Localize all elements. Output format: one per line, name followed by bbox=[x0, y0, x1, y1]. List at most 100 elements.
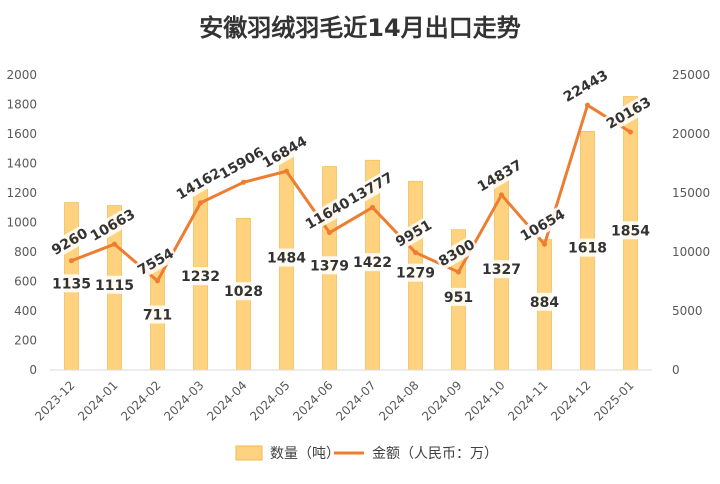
bar-label-bg bbox=[222, 282, 265, 301]
x-tick-label: 2024-09 bbox=[419, 378, 464, 423]
bar-label-bg bbox=[50, 274, 93, 293]
line-point bbox=[499, 192, 504, 198]
left-y-tick-label: 400 bbox=[14, 304, 37, 318]
x-tick-label: 2024-02 bbox=[118, 378, 163, 423]
x-tick-label: 2024-07 bbox=[333, 378, 378, 423]
right-y-tick-label: 25000 bbox=[672, 68, 710, 82]
chart-title: 安徽羽绒羽毛近14月出口走势 bbox=[199, 14, 520, 42]
bar-data-label: 1484 bbox=[267, 251, 306, 267]
x-tick-label: 2024-08 bbox=[376, 378, 421, 423]
line-point bbox=[284, 168, 289, 174]
line-point bbox=[370, 204, 375, 210]
line-label-bg bbox=[47, 223, 93, 260]
right-y-tick-label: 15000 bbox=[672, 186, 710, 200]
bar-label-bg bbox=[351, 253, 394, 272]
bar-data-label: 711 bbox=[143, 308, 172, 324]
line-data-label: 22443 bbox=[561, 67, 611, 105]
bar-label-bg bbox=[480, 260, 523, 279]
legend-label-quantity: 数量（吨） bbox=[270, 446, 340, 462]
line-label-bg bbox=[602, 92, 656, 134]
left-y-axis: 0 200 400 600 800 1000 1200 1400 1600 1800 2000 bbox=[6, 68, 37, 377]
line-point bbox=[585, 102, 590, 108]
bar-data-label: 1135 bbox=[52, 276, 91, 292]
left-y-tick-label: 1000 bbox=[6, 216, 37, 230]
left-y-tick-label: 0 bbox=[29, 363, 37, 377]
line-label-bg bbox=[434, 235, 480, 271]
line-label-bg bbox=[258, 132, 312, 173]
line-data-label: 10654 bbox=[518, 206, 568, 244]
right-y-tick-label: 10000 bbox=[672, 245, 710, 259]
bar-data-label: 884 bbox=[530, 295, 559, 311]
left-y-tick-label: 600 bbox=[14, 275, 37, 289]
x-tick-label: 2024-05 bbox=[247, 378, 292, 423]
bar-data-label: 1854 bbox=[611, 223, 650, 239]
line-point bbox=[327, 230, 332, 236]
left-y-tick-label: 2000 bbox=[6, 68, 37, 82]
quantity-bars bbox=[64, 96, 638, 371]
line-label-bg bbox=[301, 193, 355, 234]
bar-label-bg bbox=[394, 263, 437, 282]
right-y-tick-label: 20000 bbox=[672, 127, 710, 141]
bar-data-label: 1232 bbox=[181, 269, 220, 285]
left-y-tick-label: 1400 bbox=[6, 157, 37, 171]
x-tick-label: 2024-06 bbox=[290, 378, 335, 423]
x-tick-label: 2024-11 bbox=[505, 378, 550, 423]
x-tick-label: 2024-03 bbox=[161, 378, 206, 423]
bar-label-bg bbox=[609, 221, 652, 240]
left-y-tick-label: 800 bbox=[14, 245, 37, 259]
left-y-tick-label: 1200 bbox=[6, 186, 37, 200]
bar-data-label: 1618 bbox=[568, 241, 607, 257]
line-point bbox=[69, 258, 74, 264]
bar-label-bg bbox=[141, 305, 174, 324]
line-label-bg bbox=[215, 143, 269, 184]
x-tick-label: 2023-12 bbox=[32, 378, 77, 423]
x-tick-label: 2024-12 bbox=[548, 378, 593, 423]
line-label-group: 22443 bbox=[559, 66, 613, 107]
bar-label-bg bbox=[528, 292, 561, 311]
x-tick-label: 2024-10 bbox=[462, 378, 507, 423]
line-label-bg bbox=[172, 163, 226, 204]
line-point bbox=[542, 241, 547, 247]
bar-label-bg bbox=[265, 248, 308, 267]
x-tick-label: 2025-01 bbox=[591, 378, 636, 423]
right-y-tick-label: 5000 bbox=[672, 304, 703, 318]
line-point bbox=[198, 200, 203, 206]
line-label-bg bbox=[473, 155, 527, 197]
legend-bar-swatch bbox=[235, 445, 263, 461]
bar-label-bg bbox=[442, 287, 475, 306]
left-y-tick-label: 200 bbox=[14, 334, 37, 348]
left-y-tick-label: 1800 bbox=[6, 98, 37, 112]
right-y-tick-label: 0 bbox=[672, 363, 680, 377]
line-label-bg bbox=[133, 243, 179, 280]
bar-data-label: 1115 bbox=[95, 278, 134, 294]
line-label-bg bbox=[344, 168, 398, 209]
line-point bbox=[628, 129, 633, 135]
line-label-bg bbox=[391, 215, 437, 252]
right-y-axis: 0 5000 10000 15000 20000 25000 bbox=[672, 68, 710, 377]
line-label-bg bbox=[86, 205, 140, 246]
x-tick-label: 2024-04 bbox=[204, 378, 249, 423]
legend: 数量（吨） 金额（人民币：万） bbox=[235, 445, 498, 462]
line-point bbox=[155, 278, 160, 284]
bar-data-label: 1028 bbox=[224, 284, 263, 300]
x-axis: 2023-122024-012024-022024-032024-042024-… bbox=[32, 369, 652, 424]
line-point bbox=[241, 179, 246, 185]
bar-data-label: 1379 bbox=[310, 258, 349, 274]
x-tick-label: 2024-01 bbox=[75, 378, 120, 423]
legend-label-amount: 金额（人民币：万） bbox=[372, 446, 498, 462]
bar-data-label: 1422 bbox=[353, 255, 392, 271]
line-label-bg bbox=[516, 205, 570, 246]
line-point bbox=[413, 250, 418, 256]
bar-label-bg bbox=[308, 256, 351, 275]
bar-label-bg bbox=[179, 267, 222, 286]
amount-data-labels: 9260106637554141621590616844116401377799… bbox=[47, 66, 656, 280]
bar-data-label: 1279 bbox=[396, 266, 435, 282]
left-y-tick-label: 1600 bbox=[6, 127, 37, 141]
line-label-bg bbox=[559, 66, 613, 107]
line-point bbox=[112, 241, 117, 247]
line-point bbox=[456, 269, 461, 275]
bar-data-label: 1327 bbox=[482, 262, 521, 278]
